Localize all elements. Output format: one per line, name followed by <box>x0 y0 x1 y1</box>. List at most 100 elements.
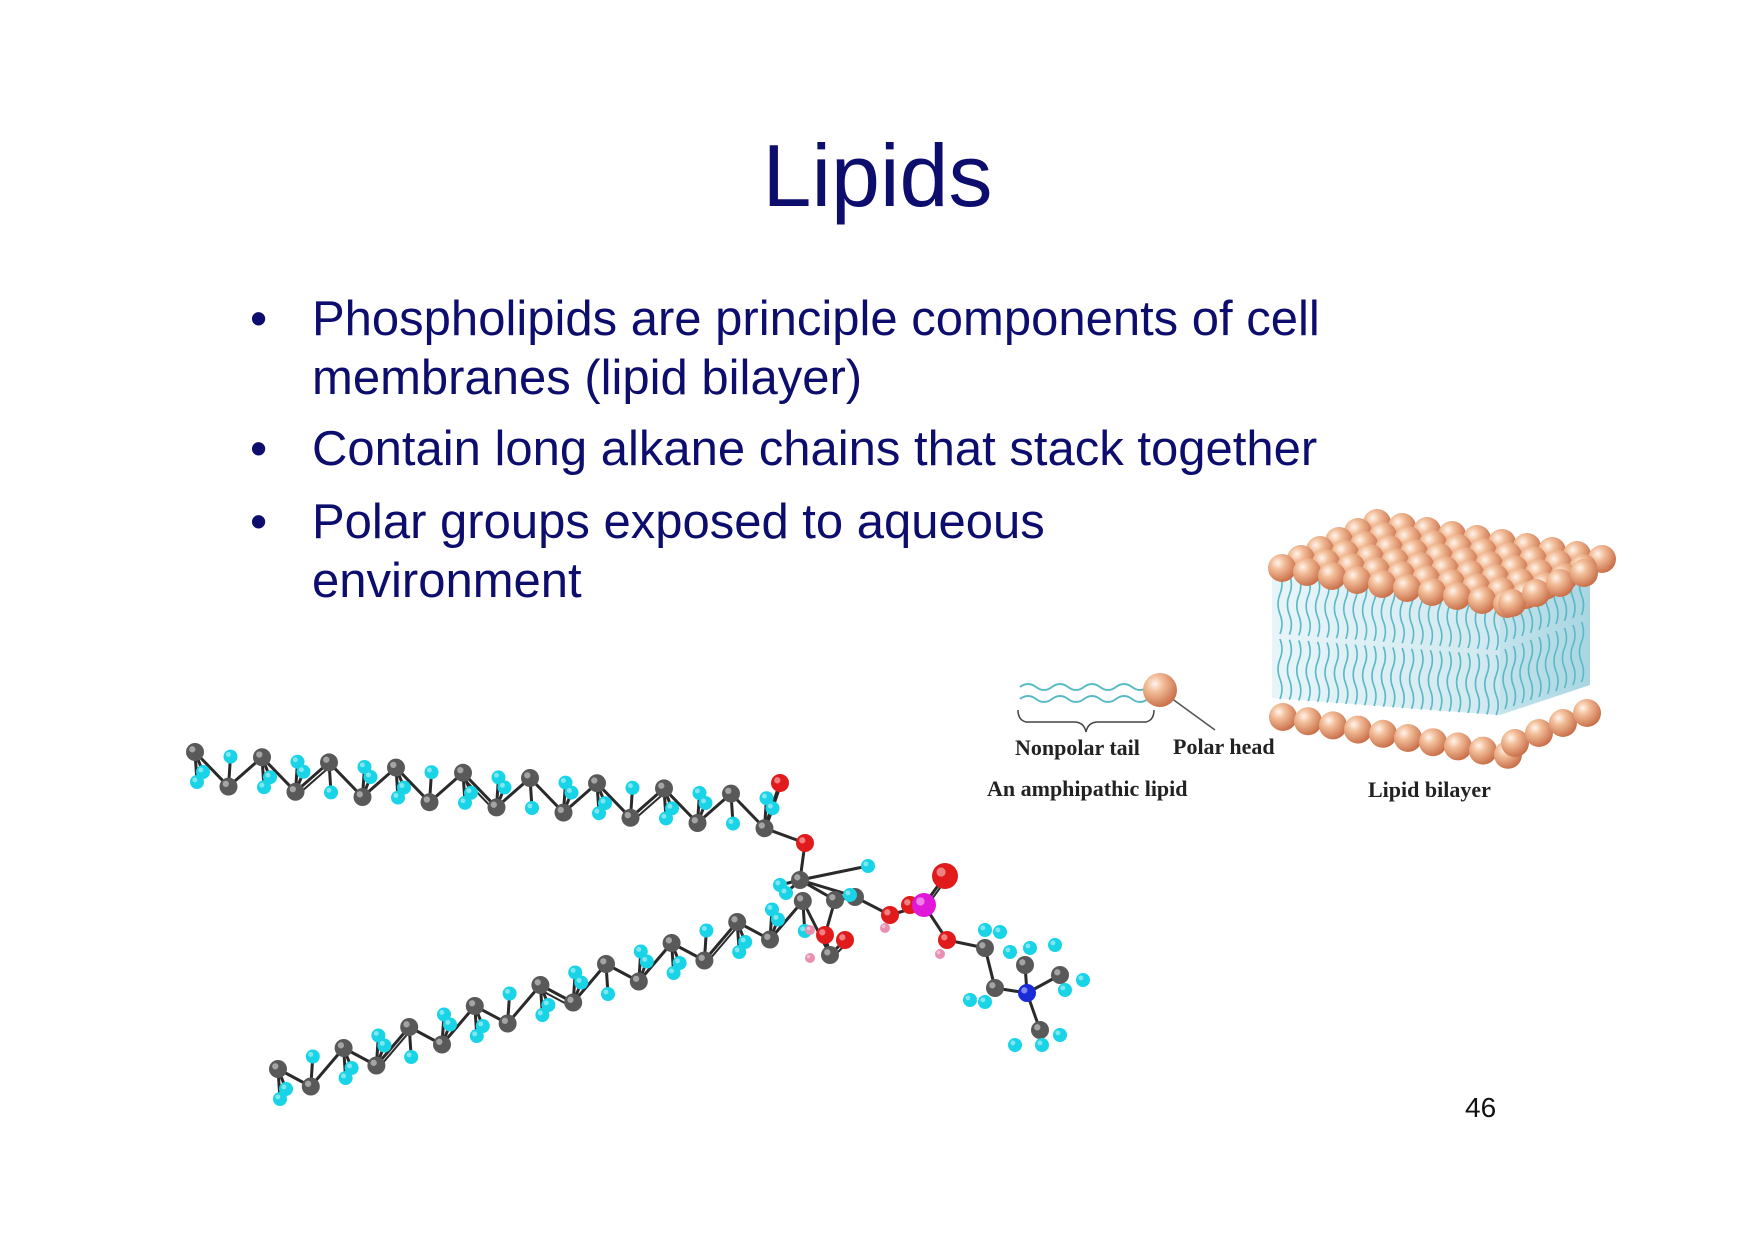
atom <box>755 819 774 838</box>
bullet-text: Contain long alkane chains that stack to… <box>312 422 1318 476</box>
atom <box>387 758 405 777</box>
atom <box>344 1061 359 1075</box>
lipid-tail <box>1286 574 1293 635</box>
lipid-tail <box>1474 653 1481 714</box>
atom-highlight <box>265 772 271 778</box>
lipid-tail <box>1296 640 1302 701</box>
lipid-tail <box>1277 573 1283 635</box>
atom <box>821 946 839 964</box>
atom-highlight <box>478 1021 484 1027</box>
atom-highlight <box>995 927 1001 933</box>
atom <box>655 779 673 798</box>
atom <box>320 753 338 772</box>
atom-highlight <box>627 783 633 789</box>
atom <box>598 796 612 811</box>
lipid-head <box>1570 559 1598 587</box>
atom-highlight <box>824 949 831 956</box>
atom <box>836 931 854 949</box>
lipid-tail <box>1570 624 1576 686</box>
atom-highlight <box>370 1059 377 1066</box>
atom-highlight <box>308 1051 314 1057</box>
lipid-tail <box>1361 645 1368 706</box>
atom <box>279 1082 293 1096</box>
polar-head-label: Polar head <box>1173 734 1275 759</box>
lipid-head <box>1419 728 1447 757</box>
atom-highlight <box>567 996 574 1003</box>
atom-highlight <box>665 937 673 944</box>
lipid-tail <box>1544 633 1551 695</box>
bullet-dot-icon: • <box>250 495 268 549</box>
atom <box>932 863 958 889</box>
atom <box>639 954 654 969</box>
atom-highlight <box>501 1017 509 1024</box>
bullet-text: Phospholipids are principle components o… <box>312 292 1320 405</box>
atom-highlight <box>373 1030 379 1036</box>
atom-highlight <box>1078 975 1084 981</box>
atom-highlight <box>406 1052 412 1058</box>
lipid-head <box>1549 709 1577 737</box>
atom <box>912 893 936 917</box>
atom-highlight <box>298 767 304 773</box>
atom <box>196 765 210 779</box>
atom-highlight <box>767 803 773 809</box>
atom <box>420 793 439 812</box>
lipid-tail <box>1277 638 1283 700</box>
atom <box>826 891 844 909</box>
bullet-item: • Phospholipids are principle components… <box>250 290 1400 408</box>
atom-highlight <box>457 766 464 774</box>
lipid-tail <box>1361 580 1368 641</box>
atom-highlight <box>1034 1024 1041 1031</box>
atom-highlight <box>524 772 531 779</box>
atom <box>728 913 747 931</box>
atom-highlight <box>800 926 806 932</box>
atom <box>286 782 305 801</box>
atom-highlight <box>980 925 986 931</box>
atom <box>698 796 713 810</box>
atom-highlight <box>445 1019 451 1025</box>
lipid-head <box>1394 724 1422 752</box>
page-number: 46 <box>1465 1092 1497 1123</box>
atom-highlight <box>806 926 811 931</box>
atom <box>1053 1028 1067 1042</box>
molecule-atoms <box>186 743 1090 1106</box>
atom <box>738 935 753 949</box>
atom-highlight <box>806 954 811 959</box>
atom-highlight <box>1050 940 1056 946</box>
atom <box>502 986 517 1001</box>
atom-highlight <box>326 787 332 793</box>
atom-highlight <box>632 975 640 982</box>
atom-highlight <box>1025 943 1031 949</box>
atom-highlight <box>916 897 925 906</box>
atom-highlight <box>758 822 765 829</box>
nonpolar-tail-label: Nonpolar tail <box>1015 735 1140 760</box>
atom <box>464 785 478 800</box>
atom <box>498 1014 517 1033</box>
atom-highlight <box>1060 985 1066 991</box>
atom-highlight <box>734 947 740 953</box>
atom <box>938 931 956 949</box>
atom <box>601 987 615 1001</box>
atom-highlight <box>225 752 231 757</box>
lipid-tail <box>1324 642 1330 703</box>
atom <box>761 930 779 949</box>
atom-highlight <box>799 837 806 844</box>
atom-highlight <box>1055 1030 1061 1036</box>
atom <box>1023 941 1037 955</box>
atom <box>1058 983 1072 997</box>
atom <box>301 1077 320 1096</box>
atom-highlight <box>198 767 204 773</box>
lipid-tail <box>1343 643 1349 705</box>
atom-highlight <box>490 801 497 808</box>
atom-highlight <box>399 783 405 788</box>
lipid-tail <box>1418 649 1424 710</box>
lipid-head <box>1418 578 1446 606</box>
atom <box>986 979 1004 997</box>
atom <box>1016 956 1034 974</box>
bullet-item: • Polar groups exposed to aqueous enviro… <box>250 493 1112 611</box>
atom-highlight <box>259 782 265 788</box>
lipid-head <box>1469 736 1497 765</box>
lipid-head <box>1501 729 1529 757</box>
lipid-tail <box>1380 646 1387 707</box>
lipid-head <box>1268 554 1296 582</box>
